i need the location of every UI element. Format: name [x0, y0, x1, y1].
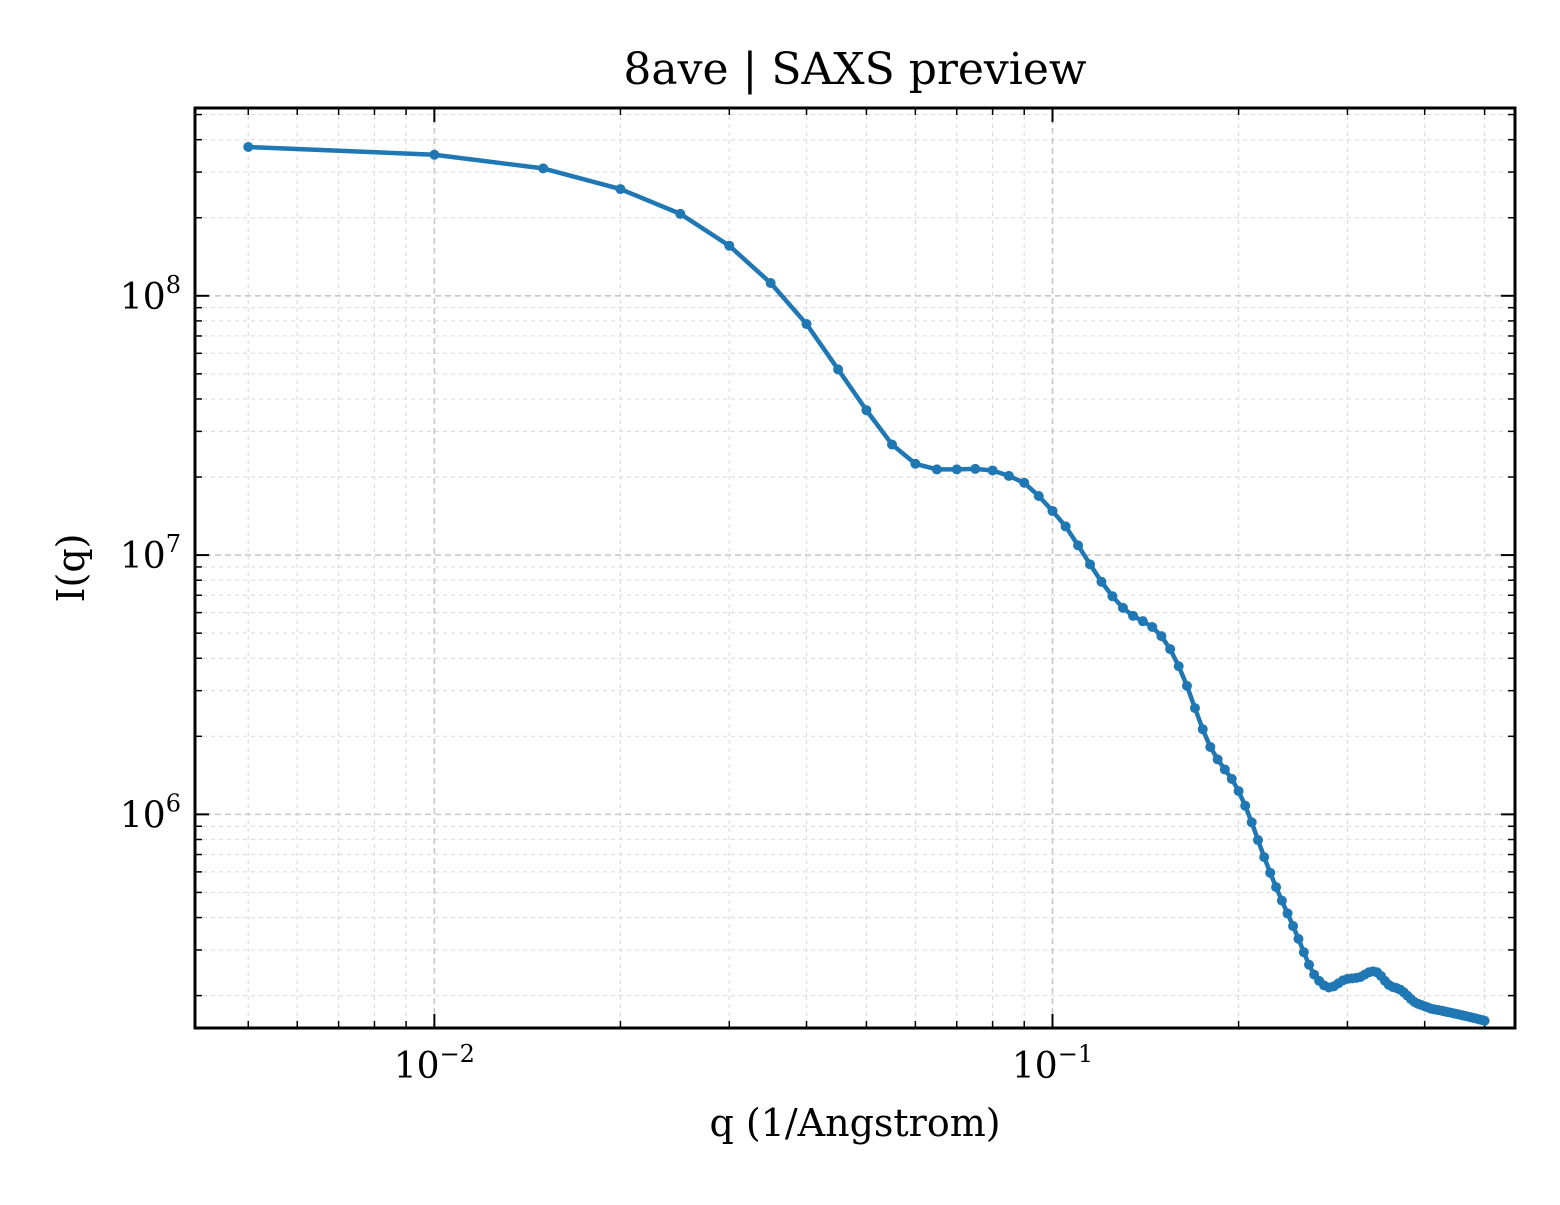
- data-point: [1276, 895, 1287, 906]
- data-point: [861, 405, 872, 416]
- data-point: [1137, 616, 1148, 627]
- data-point: [1165, 644, 1176, 655]
- data-point: [1259, 852, 1270, 863]
- data-point: [1479, 1015, 1490, 1026]
- data-point: [675, 208, 686, 219]
- data-point: [538, 163, 549, 174]
- x-tick-label: 10−2: [394, 1040, 475, 1087]
- data-point: [1271, 882, 1282, 893]
- x-tick-label: 10−1: [1012, 1040, 1093, 1087]
- major-gridlines: [195, 108, 1515, 1028]
- data-point: [987, 465, 998, 476]
- data-point: [1173, 661, 1184, 672]
- data-point: [1304, 959, 1315, 970]
- data-point: [1107, 591, 1118, 602]
- data-point: [1073, 540, 1084, 551]
- minor-gridlines: [195, 108, 1515, 1028]
- data-point: [1060, 521, 1071, 532]
- data-series: [243, 141, 1490, 1026]
- tick-labels: 10−2 10−1 106 107 108: [120, 271, 1093, 1087]
- y-tick-label: 106: [120, 789, 181, 836]
- data-point: [1226, 773, 1237, 784]
- data-point: [1117, 602, 1128, 613]
- data-point: [765, 278, 776, 289]
- data-point: [1096, 576, 1107, 587]
- data-point: [1019, 477, 1030, 488]
- data-point: [1189, 703, 1200, 714]
- data-point: [1265, 867, 1276, 878]
- chart-title: 8ave | SAXS preview: [623, 44, 1086, 95]
- data-point: [1156, 631, 1167, 642]
- y-tick-label: 107: [120, 530, 181, 577]
- data-point: [951, 464, 962, 475]
- data-point: [1233, 786, 1244, 797]
- data-point: [1181, 680, 1192, 691]
- data-point: [429, 149, 440, 160]
- data-point: [1085, 559, 1096, 570]
- data-point: [1293, 933, 1304, 944]
- data-point: [910, 458, 921, 469]
- data-point: [1197, 724, 1208, 735]
- data-point: [1003, 470, 1014, 481]
- data-point: [887, 439, 898, 450]
- x-axis-label: q (1/Angstrom): [709, 1101, 1000, 1145]
- data-point: [1288, 921, 1299, 932]
- y-axis-label: I(q): [49, 534, 93, 603]
- data-point: [1219, 764, 1230, 775]
- data-point: [615, 184, 626, 195]
- data-point: [931, 464, 942, 475]
- data-point: [1033, 491, 1044, 501]
- data-point: [1128, 610, 1139, 621]
- data-point: [243, 141, 254, 152]
- data-point: [1205, 741, 1216, 752]
- plot-frame: [193, 106, 1517, 1030]
- data-point: [970, 463, 981, 474]
- data-point: [724, 240, 735, 251]
- data-point: [1147, 622, 1158, 632]
- data-point: [1047, 505, 1058, 516]
- data-point: [1246, 817, 1257, 828]
- data-point: [1240, 800, 1251, 811]
- data-point: [1282, 908, 1293, 919]
- data-point: [1212, 754, 1223, 765]
- data-point: [833, 364, 844, 375]
- data-point: [801, 319, 812, 330]
- data-point: [1253, 835, 1263, 846]
- data-point: [1298, 947, 1309, 958]
- y-tick-label: 108: [120, 271, 181, 318]
